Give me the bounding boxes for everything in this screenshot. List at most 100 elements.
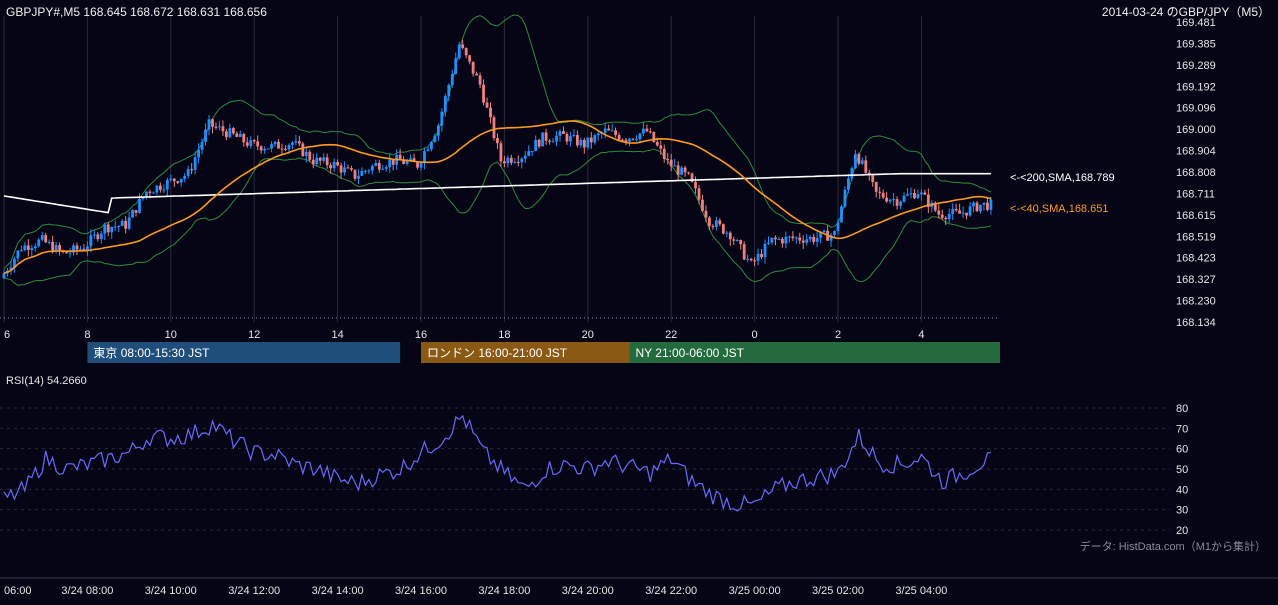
candle-body xyxy=(721,224,725,234)
candle-body xyxy=(902,195,906,202)
candle-body xyxy=(381,168,385,170)
candle-body xyxy=(294,141,298,143)
candle-body xyxy=(739,240,743,245)
candle-body xyxy=(419,163,423,168)
candle-body xyxy=(152,192,155,194)
candle-body xyxy=(145,191,148,198)
hour-tick-label: 4 xyxy=(918,329,924,341)
candle-body xyxy=(131,210,134,218)
candle-body xyxy=(99,233,103,240)
candle-body xyxy=(534,139,538,152)
candle-body xyxy=(923,192,927,195)
candle-body xyxy=(937,210,941,215)
candle-body xyxy=(694,181,697,189)
candle-body xyxy=(909,193,913,195)
date-tick-label: 3/24 16:00 xyxy=(395,585,447,597)
candle-body xyxy=(697,188,701,200)
candle-body xyxy=(989,199,993,210)
candle-body xyxy=(635,139,638,141)
candle-body xyxy=(895,199,899,206)
candle-body xyxy=(291,142,294,145)
moving-averages xyxy=(3,120,992,275)
rsi-label: RSI(14) 54.2660 xyxy=(6,375,87,387)
candle-body xyxy=(318,157,322,161)
candle-body xyxy=(384,167,388,169)
candle-body xyxy=(555,135,558,142)
candle-body xyxy=(238,134,242,137)
candle-body xyxy=(65,252,68,254)
candle-body xyxy=(33,246,37,249)
candle-body xyxy=(72,245,75,253)
candle-body xyxy=(26,245,30,250)
candle-body xyxy=(986,202,989,210)
candle-body xyxy=(520,158,524,163)
candle-body xyxy=(888,199,892,202)
candle-body xyxy=(777,238,781,240)
candle-body xyxy=(120,220,124,226)
candle-body xyxy=(926,194,930,208)
candle-body xyxy=(808,236,812,240)
candle-body xyxy=(40,235,44,240)
candle-body xyxy=(37,239,41,247)
candle-body xyxy=(503,161,506,164)
candle-body xyxy=(273,141,277,145)
candle-body xyxy=(190,169,194,171)
candle-body xyxy=(2,273,6,279)
candle-body xyxy=(867,172,871,175)
candle-body xyxy=(499,143,503,162)
candle-body xyxy=(680,167,684,175)
candle-body xyxy=(370,165,374,171)
hour-tick-label: 2 xyxy=(835,329,841,341)
candle-body xyxy=(819,231,823,238)
candle-body xyxy=(840,206,843,223)
candle-body xyxy=(617,135,621,140)
candle-body xyxy=(193,157,197,170)
date-tick-label: 3/24 18:00 xyxy=(478,585,530,597)
price-tick-label: 169.289 xyxy=(1176,60,1216,72)
candle-body xyxy=(781,238,784,244)
date-tick-label: 3/25 04:00 xyxy=(895,585,947,597)
candle-body xyxy=(548,140,551,142)
session-bar xyxy=(421,342,630,363)
candle-body xyxy=(360,170,364,176)
candle-body xyxy=(47,241,51,243)
candle-body xyxy=(850,168,854,179)
price-tick-label: 168.519 xyxy=(1176,231,1216,243)
candle-body xyxy=(357,175,360,179)
candle-body xyxy=(58,245,61,251)
candle-body xyxy=(461,44,465,49)
candle-body xyxy=(325,157,329,166)
candle-body xyxy=(259,146,263,151)
candle-body xyxy=(669,159,673,167)
candle-body xyxy=(509,157,513,163)
candle-body xyxy=(218,126,221,128)
hour-tick-label: 18 xyxy=(498,329,510,341)
candle-body xyxy=(204,129,207,142)
candle-body xyxy=(391,159,395,165)
candle-body xyxy=(30,248,34,250)
candle-body xyxy=(513,161,517,163)
candle-body xyxy=(231,128,235,134)
date-tick-label: 3/24 10:00 xyxy=(145,585,197,597)
date-tick-label: 3/24 14:00 xyxy=(312,585,364,597)
candle-body xyxy=(454,58,458,74)
candle-body xyxy=(430,142,433,150)
candle-body xyxy=(701,199,704,211)
candle-body xyxy=(940,214,944,218)
candle-body xyxy=(176,181,180,183)
sma200-line xyxy=(3,172,991,214)
rsi-tick-label: 50 xyxy=(1176,464,1188,476)
candle-body xyxy=(245,142,249,146)
candle-body xyxy=(127,217,131,229)
candle-body xyxy=(975,202,979,212)
candle-body xyxy=(304,151,308,157)
candle-body xyxy=(367,170,371,172)
price-tick-label: 168.711 xyxy=(1176,188,1215,200)
hour-tick-label: 12 xyxy=(248,329,260,341)
date-tick-label: 3/24 20:00 xyxy=(562,585,614,597)
rsi-line xyxy=(3,414,991,512)
session-bar xyxy=(87,342,401,363)
candle-body xyxy=(593,135,597,143)
